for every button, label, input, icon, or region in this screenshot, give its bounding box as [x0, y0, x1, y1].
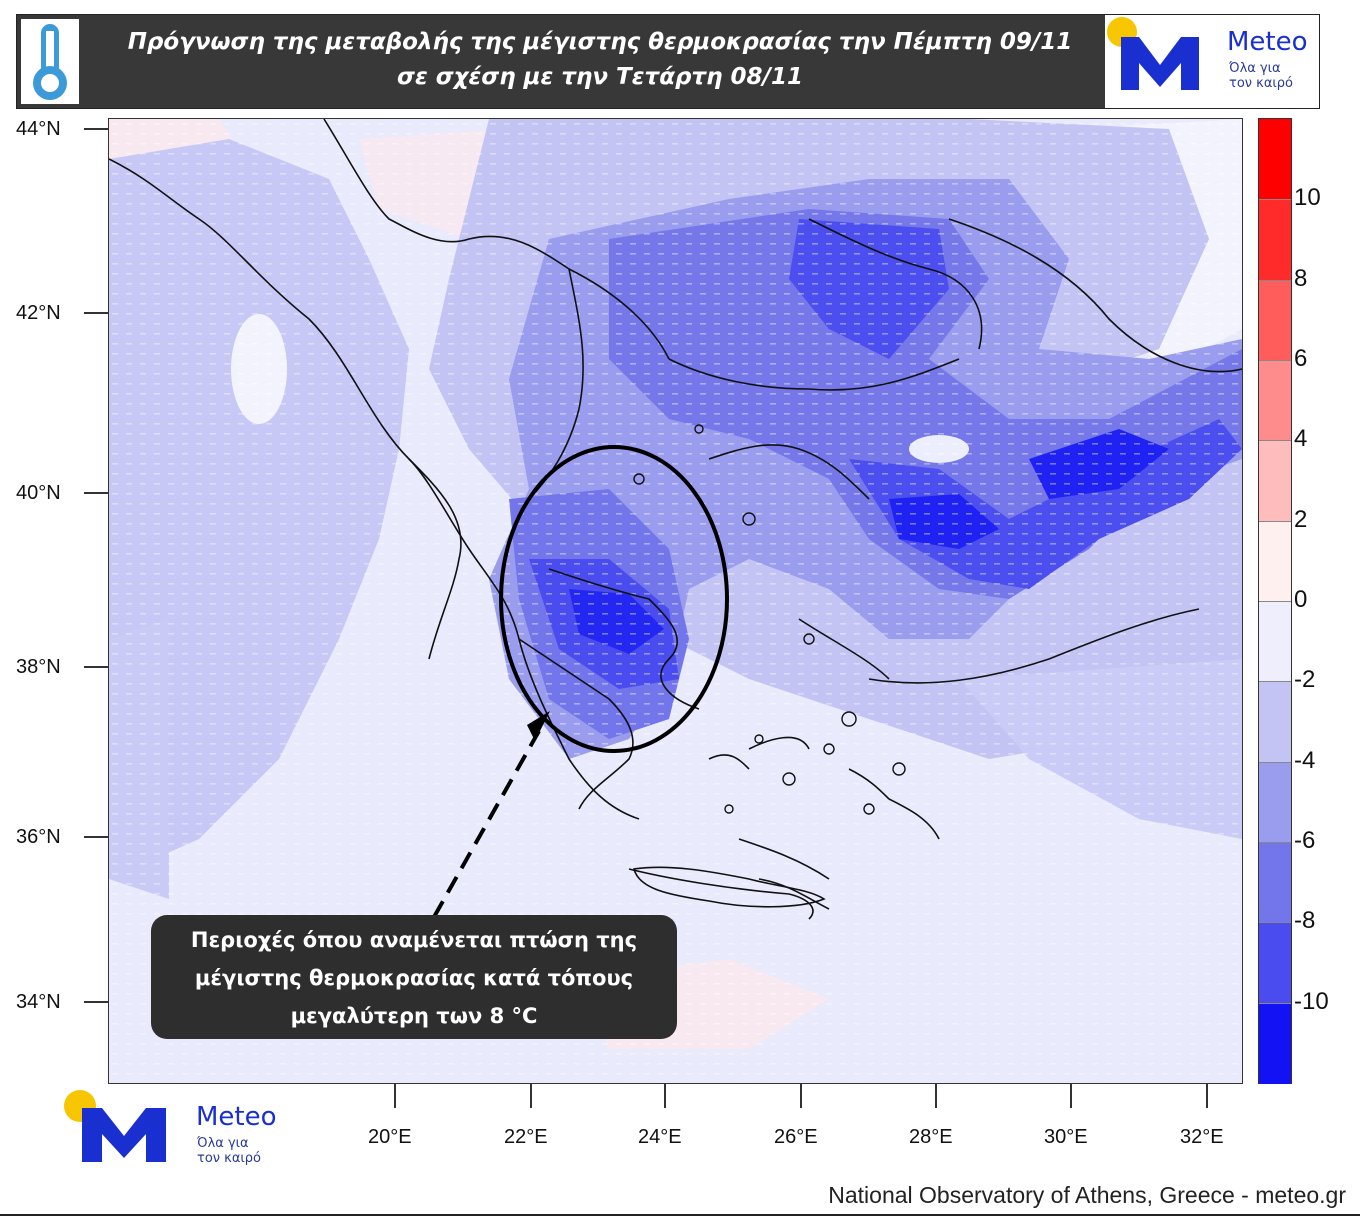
title-line-1: Πρόγνωση της μεταβολής της μέγιστης θερμ…: [127, 29, 1073, 55]
lon-tick: [1070, 1084, 1072, 1108]
colorbar-label: 4: [1294, 425, 1308, 453]
lon-tick: [394, 1084, 396, 1108]
colorbar-label: -6: [1294, 827, 1316, 854]
lat-label-42: 42°N: [16, 302, 61, 324]
colorbar-label: -8: [1294, 907, 1316, 935]
temperature-change-field: [109, 119, 1242, 1083]
colorbar-segment: [1259, 199, 1291, 281]
lat-tick: [84, 312, 108, 314]
header-logo: Meteo Όλα για τον καιρό: [1105, 15, 1319, 108]
colorbar-segment: [1259, 279, 1291, 361]
logo-tagline: Όλα για τον καιρό: [1229, 61, 1294, 91]
colorbar-segment: [1259, 520, 1291, 602]
logo-brand: Meteo: [1227, 27, 1308, 57]
colorbar-label: 6: [1294, 345, 1308, 372]
lat-label-36: 36°N: [16, 826, 61, 848]
colorbar-segment: [1259, 842, 1291, 924]
lat-tick: [84, 1001, 108, 1003]
lat-label-40: 40°N: [16, 482, 61, 504]
colorbar-label: -2: [1294, 666, 1316, 694]
lon-tick: [1206, 1084, 1208, 1108]
lat-tick: [84, 836, 108, 838]
thermometer-icon: [21, 19, 79, 104]
lon-label-20: 20°E: [368, 1126, 412, 1148]
lat-label-38: 38°N: [16, 656, 61, 678]
lon-label-30: 30°E: [1044, 1126, 1088, 1148]
meteo-logo-mark: [64, 1090, 166, 1162]
bottom-divider: [0, 1214, 1360, 1216]
colorbar-segment: [1259, 922, 1291, 1004]
callout-line-2: μέγιστης θερμοκρασίας κατά τόπους: [194, 966, 634, 990]
meteo-logo-mark: [1107, 17, 1199, 90]
colorbar-segment: [1259, 681, 1291, 763]
callout-line-1: Περιοχές όπου αναμένεται πτώση της: [190, 928, 638, 952]
lon-tick: [664, 1084, 666, 1108]
lat-tick: [84, 492, 108, 494]
lon-tick: [800, 1084, 802, 1108]
callout-box: Περιοχές όπου αναμένεται πτώση της μέγισ…: [151, 915, 677, 1039]
colorbar-segment: [1259, 119, 1291, 200]
lat-tick: [84, 666, 108, 668]
footer-logo-brand: Meteo: [196, 1102, 277, 1132]
lon-label-32: 32°E: [1180, 1126, 1224, 1148]
page-title: Πρόγνωση της μεταβολής της μέγιστης θερμ…: [95, 25, 1105, 95]
colorbar-segment: [1259, 440, 1291, 522]
lon-label-22: 22°E: [504, 1126, 548, 1148]
colorbar-segment: [1259, 1002, 1291, 1084]
lon-tick: [530, 1084, 532, 1108]
colorbar-segment: [1259, 601, 1291, 683]
colorbar-label: 10: [1294, 184, 1321, 212]
arrow-head: [527, 711, 550, 741]
colorbar: [1258, 118, 1292, 1084]
lat-label-34: 34°N: [16, 991, 61, 1013]
title-line-2: σε σχέση με την Τετάρτη 08/11: [397, 64, 803, 90]
source-credit: National Observatory of Athens, Greece -…: [828, 1182, 1346, 1208]
colorbar-segment: [1259, 360, 1291, 442]
lon-tick: [935, 1084, 937, 1108]
colorbar-label: 0: [1294, 586, 1308, 613]
colorbar-label: -4: [1294, 746, 1316, 774]
lat-tick: [84, 128, 108, 130]
callout-arrow: [432, 730, 541, 918]
callout-line-3: μεγαλύτερη των 8 °C: [290, 1004, 538, 1028]
forecast-map: [108, 118, 1243, 1084]
footer-logo: Meteo Όλα για τον καιρό: [60, 1090, 290, 1170]
footer-logo-tagline: Όλα για τον καιρό: [197, 1136, 262, 1166]
colorbar-label: 2: [1294, 505, 1308, 533]
lon-label-28: 28°E: [909, 1126, 953, 1148]
lon-label-24: 24°E: [638, 1126, 682, 1148]
lat-label-44: 44°N: [16, 118, 61, 140]
colorbar-label: 8: [1294, 264, 1308, 292]
colorbar-label: -10: [1294, 987, 1329, 1015]
header-bar: Πρόγνωση της μεταβολής της μέγιστης θερμ…: [16, 14, 1320, 109]
colorbar-segment: [1259, 761, 1291, 843]
lon-label-26: 26°E: [774, 1126, 818, 1148]
highlight-ellipse: [499, 445, 729, 753]
